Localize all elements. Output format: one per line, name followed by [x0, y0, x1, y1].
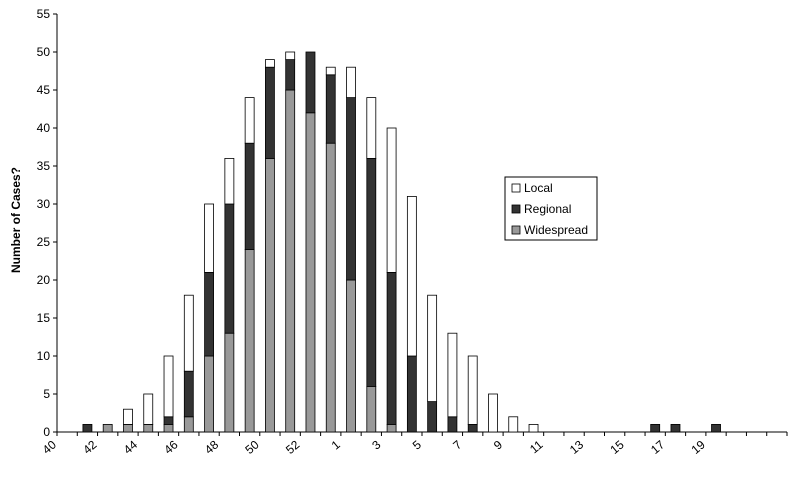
bar-segment-regional [447, 416, 458, 433]
x-tick-label: 11 [527, 437, 546, 456]
x-tick-label: 50 [242, 437, 261, 457]
x-tick-label: 1 [329, 437, 343, 452]
x-tick-label: 40 [40, 437, 59, 457]
y-tick-label: 55 [37, 7, 51, 21]
bar-segment-local [224, 157, 235, 205]
y-tick-label: 20 [37, 273, 51, 287]
bar-segment-regional [386, 271, 397, 425]
bar-segment-widespread [265, 157, 275, 433]
bar-segment-widespread [325, 142, 336, 433]
bar-segment-regional [670, 423, 681, 433]
bar-segment-local [204, 203, 214, 273]
bar-segment-widespread [224, 332, 235, 433]
bar-segment-local [508, 416, 519, 433]
y-tick-label: 15 [37, 311, 51, 325]
bar-segment-widespread [366, 385, 377, 433]
legend-swatch-local [511, 183, 521, 193]
bar-segment-regional [244, 142, 255, 250]
y-tick-label: 25 [37, 235, 51, 249]
bars-layer [82, 51, 721, 433]
bar-segment-regional [406, 355, 417, 433]
bar-segment-regional [285, 59, 296, 91]
x-tick-label: 15 [607, 437, 626, 457]
bar-segment-widespread [143, 423, 154, 433]
bar-segment-regional [204, 271, 214, 357]
bar-segment-regional [467, 423, 478, 433]
bar-segment-regional [325, 74, 336, 144]
bar-segment-local [183, 294, 194, 372]
x-tick-label: 3 [369, 437, 383, 452]
bar-segment-local [366, 97, 377, 159]
x-tick-label: 19 [689, 437, 708, 457]
legend-swatch-regional [511, 204, 521, 214]
x-tick-label: 9 [491, 437, 505, 452]
legend-items: Local Regional Widespread [511, 181, 588, 237]
x-tick-label: 48 [202, 437, 221, 457]
bar-segment-local [244, 97, 255, 144]
bar-segment-regional [82, 423, 93, 433]
bar-segment-local [285, 51, 296, 60]
legend-label-regional: Regional [524, 202, 571, 216]
bar-segment-local [447, 332, 458, 418]
bar-segment-local [406, 195, 417, 357]
bar-segment-local [163, 355, 174, 418]
bar-segment-regional [305, 51, 316, 114]
y-tick-label: 45 [37, 83, 51, 97]
bar-segment-widespread [285, 89, 296, 433]
y-tick-label: 35 [37, 159, 51, 173]
y-tick-label: 40 [37, 121, 51, 135]
x-tick-label: 7 [450, 437, 464, 452]
x-tick-label: 52 [283, 437, 302, 457]
bar-segment-regional [265, 66, 275, 159]
legend-swatch-widespread [511, 225, 521, 235]
x-tick-label: 44 [121, 437, 140, 457]
bar-segment-widespread [346, 279, 356, 433]
bar-segment-local [143, 393, 154, 425]
x-tick-label: 5 [410, 437, 424, 452]
bar-segment-regional [711, 423, 721, 433]
y-axis-title: Number of Cases? [9, 167, 23, 273]
bar-segment-widespread [386, 423, 397, 433]
bar-segment-widespread [305, 112, 316, 433]
bar-segment-local [488, 393, 498, 433]
bar-segment-widespread [102, 423, 113, 433]
x-tick-label: 17 [648, 437, 667, 457]
bar-segment-widespread [244, 249, 255, 433]
x-tick-label: 46 [161, 437, 180, 457]
x-tick-label: 13 [567, 437, 586, 457]
bar-segment-regional [183, 370, 194, 418]
y-tick-label: 10 [37, 349, 51, 363]
bar-segment-local [386, 127, 397, 273]
y-tick-label: 50 [37, 45, 51, 59]
y-tick-label: 0 [43, 425, 50, 439]
bar-segment-regional [427, 401, 438, 433]
bar-segment-local [528, 423, 539, 433]
bar-segment-widespread [204, 355, 214, 433]
bar-segment-local [346, 66, 356, 98]
bar-segment-widespread [183, 416, 194, 433]
bar-segment-regional [366, 157, 377, 387]
bar-segment-local [325, 66, 336, 76]
bar-segment-regional [163, 416, 174, 425]
bar-segment-regional [224, 203, 235, 334]
y-tick-label: 30 [37, 197, 51, 211]
bar-segment-widespread [163, 423, 174, 433]
x-tick-label: 42 [80, 437, 99, 457]
bar-segment-regional [346, 97, 356, 281]
legend-label-widespread: Widespread [524, 223, 588, 237]
bar-segment-local [123, 408, 133, 425]
bar-segment-local [467, 355, 478, 425]
bar-segment-widespread [123, 423, 133, 433]
legend-label-local: Local [524, 181, 553, 195]
bar-segment-local [427, 294, 438, 403]
bar-segment-local [265, 59, 275, 68]
legend: Local Regional Widespread [504, 176, 598, 241]
y-tick-label: 5 [43, 387, 50, 401]
bar-segment-regional [650, 423, 661, 433]
